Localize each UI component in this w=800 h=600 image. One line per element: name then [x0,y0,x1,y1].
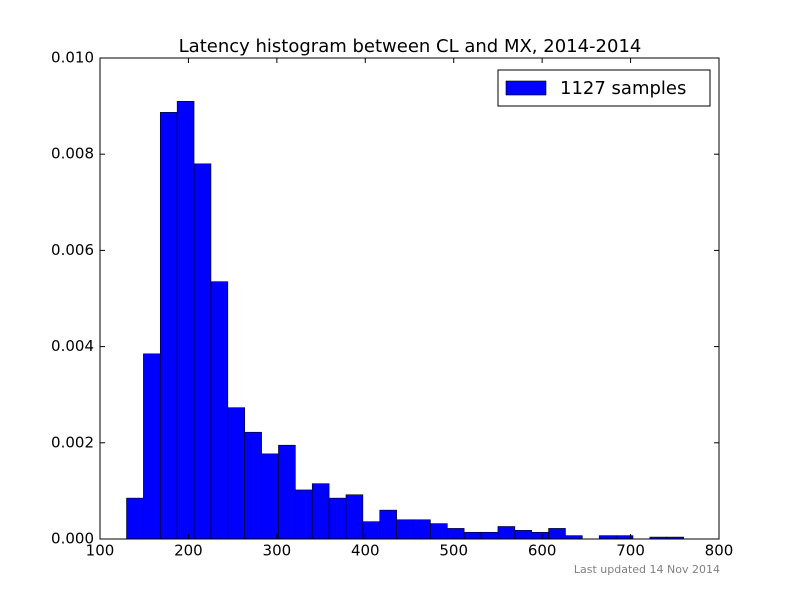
x-tick-label: 500 [439,542,468,560]
bar [514,530,532,540]
bar [598,535,617,540]
plot-frame [99,57,720,540]
x-tick-label: 300 [263,542,292,560]
bar [548,528,566,540]
bar [413,519,431,540]
x-tick-label: 600 [528,542,557,560]
bar [210,281,229,540]
bar [345,494,364,540]
x-tick-label: 400 [351,542,380,560]
bar [159,112,178,540]
x-tick-label: 700 [616,542,645,560]
bar [463,531,482,540]
y-tick-label: 0.000 [51,530,94,548]
bar [244,431,262,540]
legend-box [497,69,711,107]
bar [311,483,330,540]
bar [143,353,161,540]
bar [176,100,195,540]
footnote: Last updated 14 Nov 2014 [574,563,720,576]
bar [396,519,414,540]
bar [295,489,313,540]
legend-label: 1127 samples [560,78,686,99]
legend-swatch [505,80,547,96]
chart-title: Latency histogram between CL and MX, 201… [179,36,642,57]
x-tick-label: 800 [705,542,734,560]
bar [430,523,448,540]
bar [261,453,279,540]
y-tick-label: 0.004 [51,337,94,355]
bar [497,526,516,540]
bar [278,444,296,540]
y-tick-label: 0.006 [51,241,94,259]
x-tick-label: 200 [174,542,203,560]
bar [446,528,465,540]
bar [328,497,347,540]
x-tick-label: 100 [86,542,115,560]
bar [565,535,583,540]
y-tick-label: 0.008 [51,145,94,163]
bar [379,509,397,540]
bar [480,531,499,540]
bar [193,163,212,540]
bar [531,531,549,540]
bar [126,497,144,540]
bar [227,407,246,540]
y-tick-label: 0.002 [51,433,94,451]
y-tick-label: 0.010 [51,49,94,67]
